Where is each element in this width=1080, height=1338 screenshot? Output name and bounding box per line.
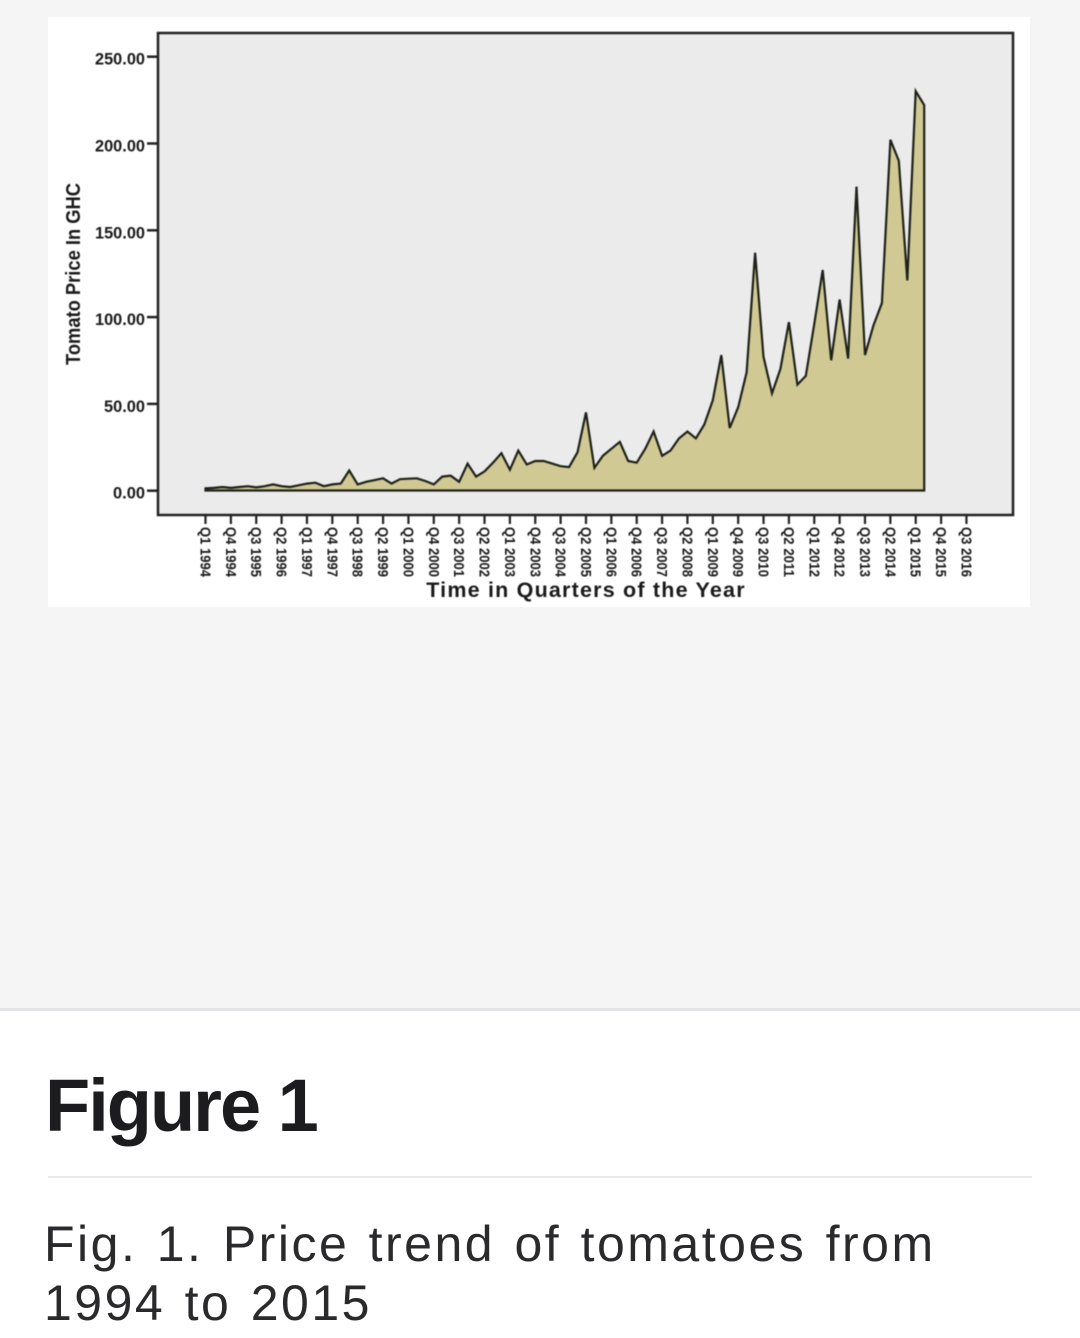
svg-text:Q4 2009: Q4 2009	[729, 527, 745, 577]
svg-text:Q1 2003: Q1 2003	[501, 527, 517, 577]
svg-text:Q3 2016: Q3 2016	[957, 527, 973, 577]
svg-text:Q4 1997: Q4 1997	[323, 527, 339, 577]
svg-text:200.00: 200.00	[95, 137, 145, 156]
svg-text:Q1 2012: Q1 2012	[805, 527, 821, 577]
svg-text:Q2 1999: Q2 1999	[374, 527, 390, 577]
svg-text:Q2 2002: Q2 2002	[476, 527, 492, 577]
svg-text:Q4 2006: Q4 2006	[628, 527, 644, 577]
svg-text:Q1 1997: Q1 1997	[298, 527, 314, 577]
svg-text:Q3 2001: Q3 2001	[450, 527, 466, 577]
svg-text:Q4 1994: Q4 1994	[222, 527, 238, 577]
svg-text:250.00: 250.00	[95, 50, 145, 69]
svg-text:Q1 2009: Q1 2009	[704, 527, 720, 577]
svg-text:Q1 2015: Q1 2015	[907, 527, 923, 577]
svg-text:Q2 2005: Q2 2005	[577, 527, 593, 577]
svg-text:Q3 2004: Q3 2004	[552, 527, 568, 577]
svg-text:Q1 1994: Q1 1994	[197, 527, 213, 577]
svg-text:Q3 1998: Q3 1998	[349, 527, 365, 577]
svg-text:Q4 2015: Q4 2015	[932, 527, 948, 577]
svg-text:100.00: 100.00	[95, 310, 145, 329]
svg-text:Time in Quarters of the Year: Time in Quarters of the Year	[426, 578, 746, 602]
svg-text:Q3 1995: Q3 1995	[247, 527, 263, 577]
svg-text:Q3 2013: Q3 2013	[856, 527, 872, 577]
svg-text:Tomato Price In GHC: Tomato Price In GHC	[63, 183, 85, 365]
svg-text:Q2 1996: Q2 1996	[273, 527, 289, 577]
svg-text:Q4 2000: Q4 2000	[425, 527, 441, 577]
svg-text:Q1 2006: Q1 2006	[602, 527, 618, 577]
svg-text:Q2 2008: Q2 2008	[678, 527, 694, 577]
svg-text:Q4 2003: Q4 2003	[526, 527, 542, 577]
svg-text:50.00: 50.00	[104, 397, 145, 416]
svg-text:Q3 2007: Q3 2007	[653, 527, 669, 577]
svg-text:Q1 2000: Q1 2000	[399, 527, 415, 577]
svg-text:Q4 2012: Q4 2012	[831, 527, 847, 577]
svg-text:Q2 2014: Q2 2014	[881, 527, 897, 577]
svg-text:0.00: 0.00	[113, 484, 145, 503]
svg-text:Q3 2010: Q3 2010	[755, 527, 771, 577]
svg-text:Q2 2011: Q2 2011	[780, 527, 796, 577]
svg-text:150.00: 150.00	[95, 223, 145, 242]
